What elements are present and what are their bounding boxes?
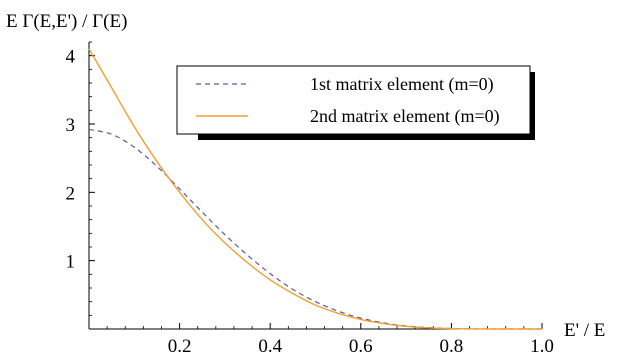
y-tick-label: 4 xyxy=(66,47,76,68)
x-tick-label: 0.2 xyxy=(168,336,192,357)
legend-label-series-1: 1st matrix element (m=0) xyxy=(310,74,494,95)
y-tick-label: 1 xyxy=(66,252,76,273)
legend: 1st matrix element (m=0) 2nd matrix elem… xyxy=(176,65,535,140)
x-tick-label: 1.0 xyxy=(530,336,554,357)
legend-box xyxy=(176,65,531,135)
series-line-1 xyxy=(88,128,542,330)
x-tick-label: 0.4 xyxy=(258,336,282,357)
x-tick-label: 0.6 xyxy=(349,336,373,357)
y-tick-label: 2 xyxy=(66,183,76,204)
y-axis-label: E Γ(E,E') / Γ(E) xyxy=(6,11,127,32)
axes: 0.2 0.4 0.6 0.8 1.0 1 2 3 4 xyxy=(66,41,554,357)
legend-label-series-2: 2nd matrix element (m=0) xyxy=(310,106,500,127)
x-tick-label: 0.8 xyxy=(440,336,464,357)
x-axis-label: E' / E xyxy=(564,320,605,341)
y-tick-label: 3 xyxy=(66,115,76,136)
series-line-2 xyxy=(88,48,542,330)
series-layer xyxy=(88,48,542,330)
